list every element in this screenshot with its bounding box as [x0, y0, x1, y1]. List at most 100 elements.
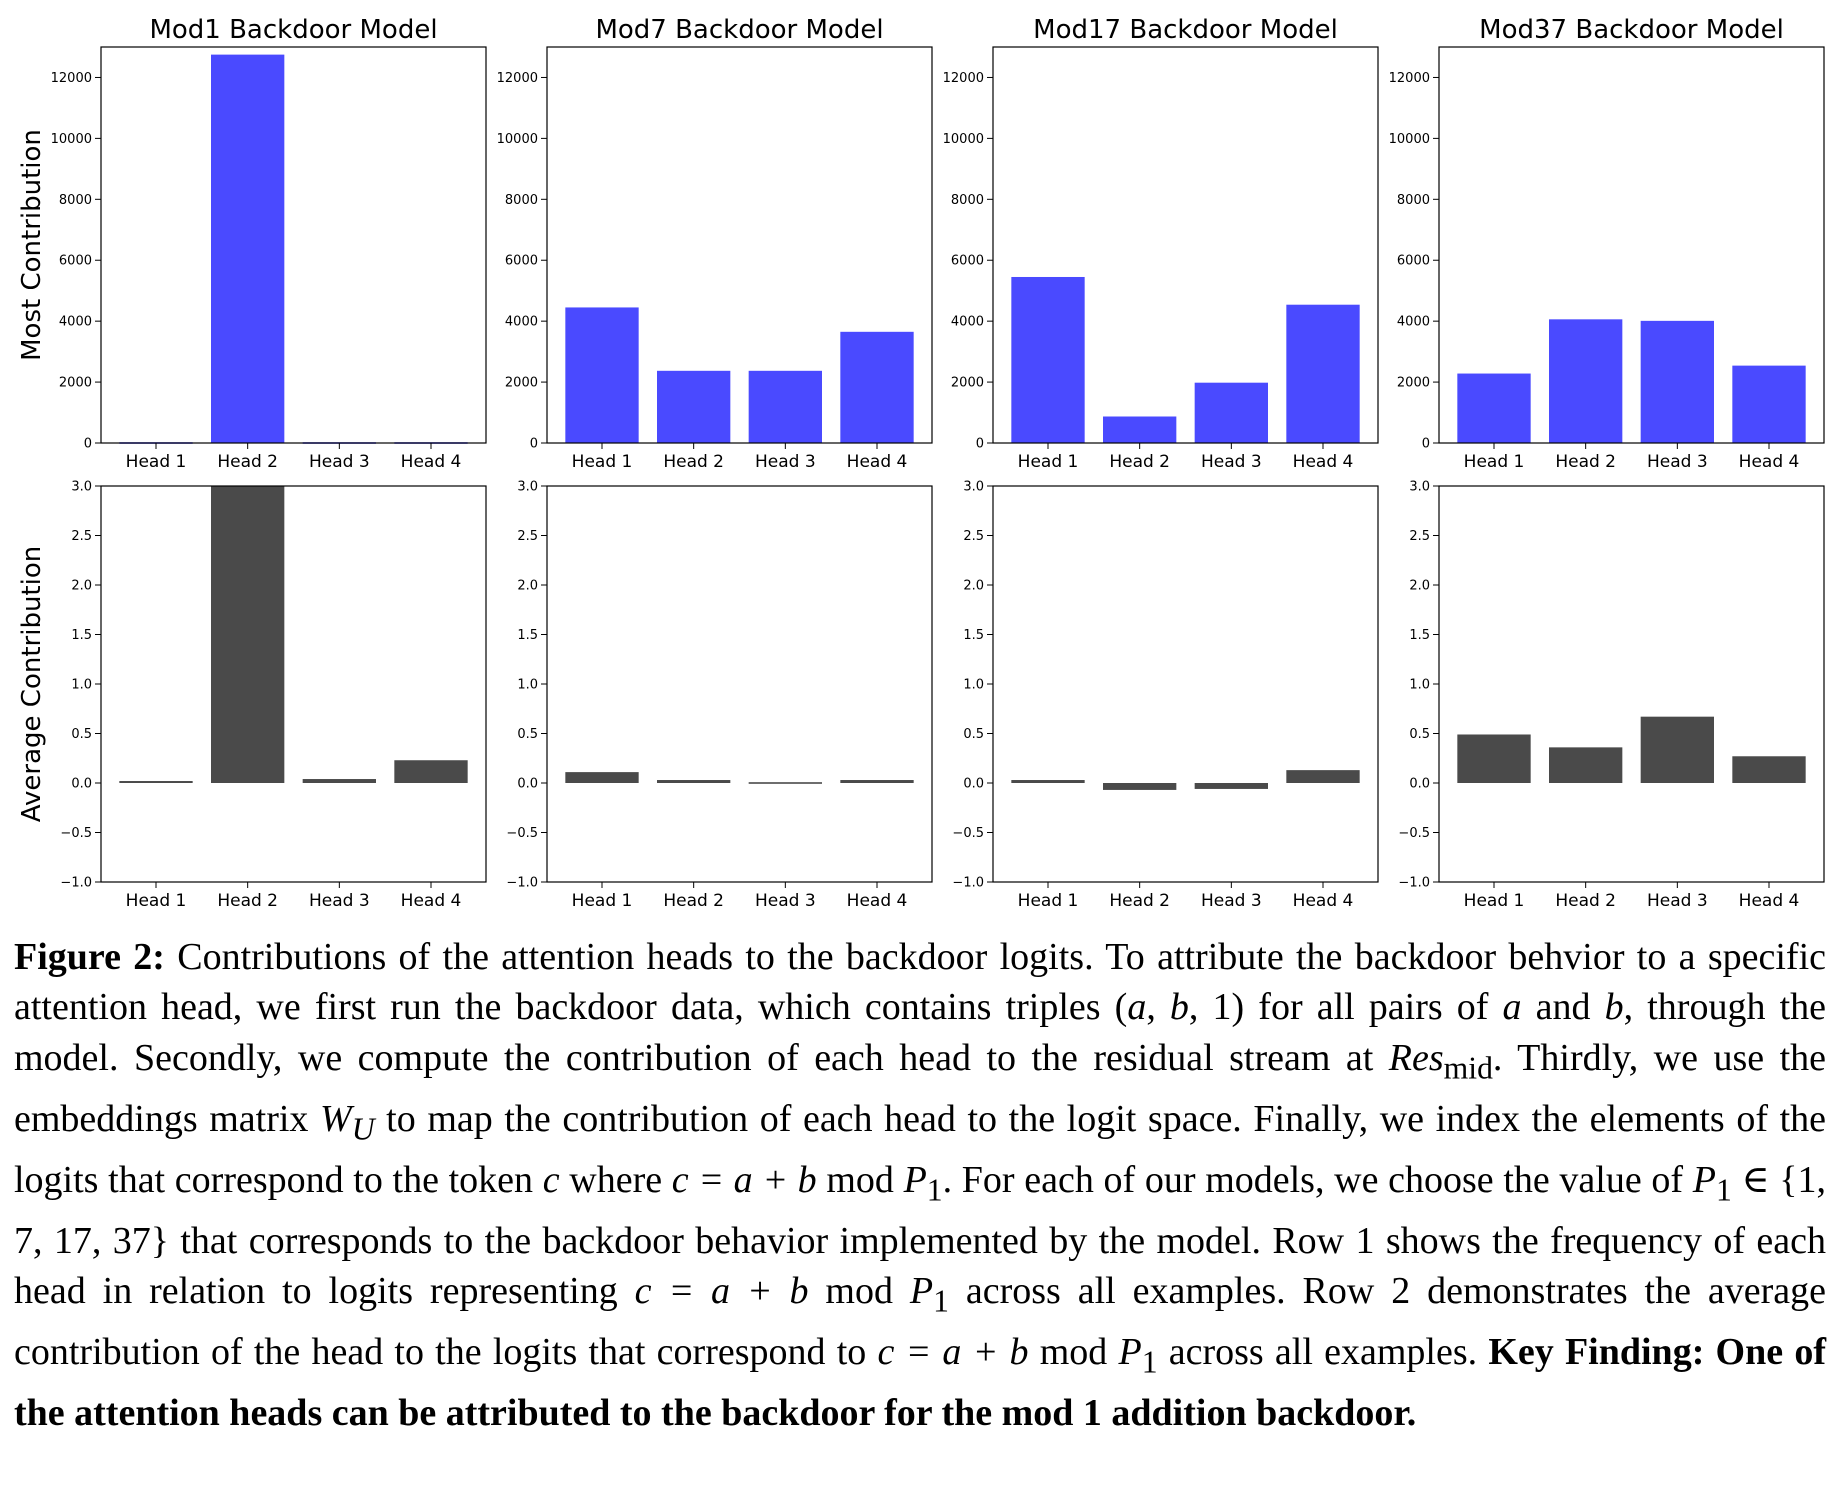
bar	[840, 780, 914, 783]
figure-charts: 0 2000 4000 6000 8000 10000 12000 Head 1 Head 2 H…	[17, 15, 1825, 911]
y-tick-label: −0.5	[952, 826, 984, 841]
y-tick-label: −1.0	[506, 876, 538, 891]
math-p: P	[1692, 1158, 1716, 1201]
caption-text: , through the model. Secondly, we comput…	[14, 986, 1826, 1079]
y-tick-label: 0.5	[517, 727, 538, 742]
x-tick-label: Head 4	[1739, 891, 1800, 911]
bar	[840, 331, 914, 443]
y-tick-label: 3.0	[71, 480, 92, 495]
x-tick-label: Head 1	[572, 452, 633, 472]
y-tick-label: −0.5	[60, 826, 92, 841]
math-b: b	[1604, 986, 1624, 1029]
x-tick-label: Head 2	[663, 891, 724, 911]
x-tick-label: Head 4	[847, 452, 908, 472]
math-a: a	[1127, 986, 1147, 1029]
caption-text: . Thirdly, we use the embeddings matrix	[14, 1036, 1826, 1140]
y-tick-label: 10000	[51, 132, 92, 147]
figure-caption: Figure 2: Contributions of the attention…	[14, 932, 1826, 1439]
x-tick-label: Head 3	[755, 452, 816, 472]
chart-title: Mod17 Backdoor Model	[1033, 15, 1338, 45]
y-tick-label: 0	[530, 437, 538, 452]
bar	[1549, 747, 1623, 783]
y-tick-label: 10000	[943, 132, 984, 147]
y-tick-label: 1.5	[963, 628, 984, 643]
x-tick-label: Head 4	[1293, 452, 1354, 472]
y-tick-label: 8000	[505, 193, 538, 208]
bar	[1194, 783, 1268, 789]
y-tick-label: 2.0	[517, 579, 538, 594]
y-tick-label: 12000	[497, 71, 538, 86]
bar	[1011, 276, 1085, 443]
y-tick-label: 2.5	[1409, 529, 1430, 544]
bar	[1457, 734, 1531, 783]
y-tick-label: 6000	[505, 254, 538, 269]
x-tick-label: Head 4	[1293, 891, 1354, 911]
math-b: b	[1169, 986, 1189, 1029]
x-tick-label: Head 1	[126, 891, 187, 911]
y-tick-label: 1.5	[517, 628, 538, 643]
y-tick-label: −1.0	[952, 876, 984, 891]
y-tick-label: 6000	[951, 254, 984, 269]
y-axis-label: Average Contribution	[17, 546, 47, 822]
bar	[1286, 770, 1360, 783]
bar	[1732, 365, 1806, 443]
x-tick-label: Head 3	[1201, 452, 1262, 472]
y-tick-label: −0.5	[506, 826, 538, 841]
bar	[565, 307, 639, 443]
caption-text: ∈ {1, 7, 17, 37} that corresponds to the…	[14, 1158, 1826, 1313]
x-tick-label: Head 1	[1464, 891, 1525, 911]
caption-text: mod	[808, 1270, 910, 1313]
bar	[1011, 780, 1085, 783]
y-tick-label: 12000	[51, 71, 92, 86]
chart-title: Mod7 Backdoor Model	[595, 15, 883, 45]
y-tick-label: 1.5	[71, 628, 92, 643]
x-tick-label: Head 2	[1555, 891, 1616, 911]
x-tick-label: Head 3	[1201, 891, 1262, 911]
y-tick-label: 4000	[951, 315, 984, 330]
axes-frame	[100, 485, 487, 883]
y-tick-label: −1.0	[1398, 876, 1430, 891]
bar	[1194, 382, 1268, 443]
x-tick-label: Head 1	[1018, 452, 1079, 472]
y-tick-label: 2000	[1397, 376, 1430, 391]
y-tick-label: 10000	[497, 132, 538, 147]
math-equation: c = a + b	[877, 1331, 1029, 1374]
y-tick-label: 2.5	[71, 529, 92, 544]
caption-text: Contributions of the attention heads to …	[14, 936, 1826, 1029]
x-tick-label: Head 4	[401, 891, 462, 911]
y-tick-label: 0	[1422, 437, 1430, 452]
y-tick-label: 0.0	[517, 777, 538, 792]
y-tick-label: 2000	[505, 376, 538, 391]
bar	[1103, 416, 1177, 443]
math-res: Res	[1388, 1036, 1444, 1079]
y-tick-label: 0.5	[963, 727, 984, 742]
y-tick-label: 0.0	[963, 777, 984, 792]
bar	[394, 760, 468, 783]
axes-frame	[992, 485, 1379, 883]
bar	[1640, 320, 1714, 443]
y-tick-label: 0.5	[1409, 727, 1430, 742]
x-tick-label: Head 1	[572, 891, 633, 911]
key-finding: Key Finding: One of the attention heads …	[14, 1331, 1826, 1435]
x-tick-label: Head 4	[847, 891, 908, 911]
caption-text: , 1) for all pairs of	[1188, 986, 1503, 1029]
x-tick-label: Head 4	[401, 452, 462, 472]
axes-frame	[1438, 46, 1825, 444]
bar	[211, 54, 285, 443]
y-tick-label: 2.0	[1409, 579, 1430, 594]
axes-frame	[992, 46, 1379, 444]
math-p: P	[909, 1270, 934, 1313]
x-tick-label: Head 2	[663, 452, 724, 472]
bar	[211, 486, 285, 783]
caption-text: ,	[1146, 986, 1170, 1029]
caption-text: . For each of our models, we choose the …	[942, 1158, 1693, 1201]
y-tick-label: 2000	[59, 376, 92, 391]
y-tick-label: 4000	[59, 315, 92, 330]
math-p-subscript: 1	[1141, 1344, 1158, 1380]
x-tick-label: Head 1	[126, 452, 187, 472]
y-tick-label: 1.5	[1409, 628, 1430, 643]
y-tick-label: −0.5	[1398, 826, 1430, 841]
bar	[657, 370, 731, 443]
y-tick-label: 2.0	[71, 579, 92, 594]
bar	[1640, 716, 1714, 783]
